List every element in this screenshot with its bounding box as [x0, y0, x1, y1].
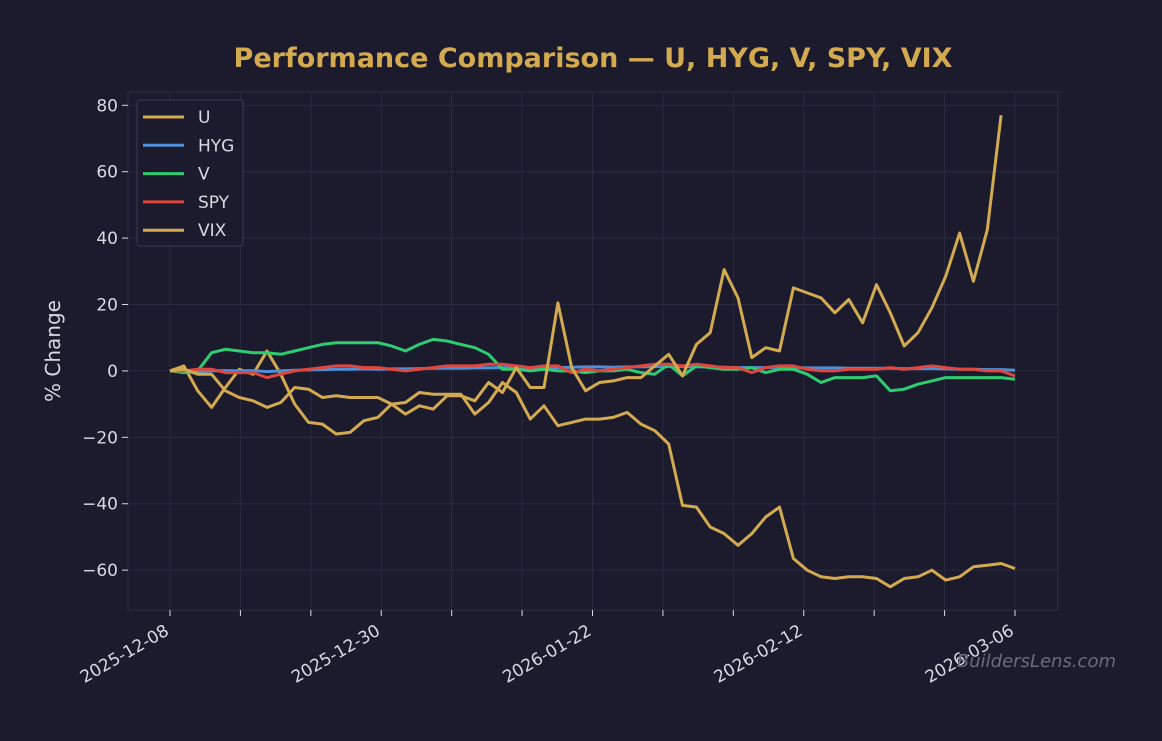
legend-label-hyg: HYG — [198, 136, 234, 156]
series-line-spy — [170, 362, 1016, 380]
y-tick-label: −20 — [82, 428, 118, 448]
legend: U HYG V SPY VIX — [136, 99, 244, 247]
legend-label-spy: SPY — [198, 193, 230, 213]
y-tick-label: 40 — [96, 229, 118, 249]
series-line-vix — [169, 115, 1003, 416]
series-lines — [169, 115, 1016, 589]
legend-label-vix: VIX — [198, 221, 227, 241]
y-tick-label: 60 — [96, 163, 118, 183]
series-line-v — [169, 337, 1016, 393]
legend-box — [136, 99, 244, 247]
chart-title: Performance Comparison — U, HYG, V, SPY,… — [234, 43, 953, 74]
y-tick-label: 0 — [107, 362, 118, 382]
y-tick-label: −60 — [82, 561, 118, 581]
y-tick-label: 20 — [96, 296, 118, 316]
watermark: BuildersLens.com — [957, 651, 1116, 672]
y-tick-label: −40 — [82, 495, 118, 515]
y-axis-ticks: −60 −40 −20 0 20 40 60 80 — [82, 96, 128, 581]
series-line-u — [169, 349, 1016, 589]
y-axis-label: % Change — [41, 300, 65, 402]
y-tick-label: 80 — [96, 96, 118, 116]
legend-label-v: V — [198, 165, 210, 185]
legend-label-u: U — [198, 108, 210, 128]
